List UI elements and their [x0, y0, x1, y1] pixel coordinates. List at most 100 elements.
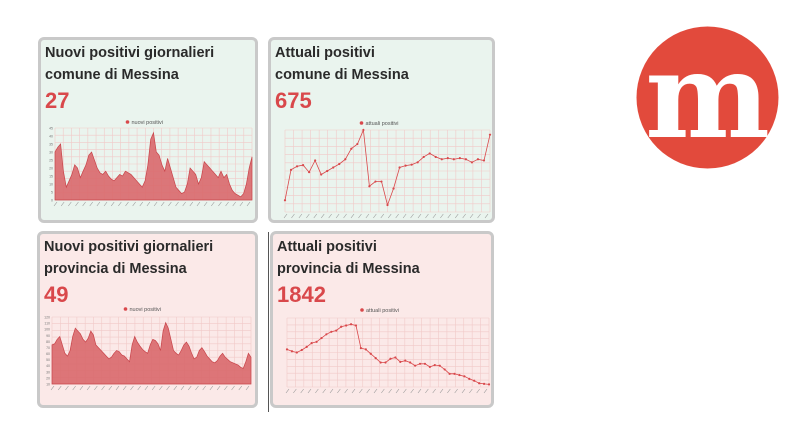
x-tick-mark	[403, 388, 407, 394]
data-point	[389, 357, 392, 360]
y-tick-label: 35	[49, 143, 53, 147]
x-tick-mark	[203, 201, 208, 207]
data-point	[285, 348, 289, 351]
x-tick-mark	[462, 213, 466, 219]
x-tick-mark	[366, 388, 370, 394]
data-point	[488, 133, 492, 136]
x-tick-mark	[57, 385, 62, 391]
data-point	[418, 362, 422, 365]
x-tick-mark	[447, 388, 451, 394]
series-area	[54, 131, 253, 201]
x-tick-mark	[160, 201, 165, 207]
data-point	[320, 173, 323, 176]
data-point	[320, 336, 323, 340]
x-tick-mark	[115, 385, 120, 391]
x-tick-mark	[137, 385, 141, 391]
card-provincia-nuovi: Nuovi positivi giornalieri provincia di M…	[37, 231, 258, 408]
x-tick-mark	[79, 385, 84, 391]
data-point	[332, 166, 335, 169]
card-title: Nuovi positivi giornalieri provincia di M…	[44, 239, 214, 277]
y-tick-label: 0	[51, 199, 53, 203]
y-tick-label: 40	[46, 364, 50, 368]
x-tick-mark	[484, 213, 489, 219]
y-tick-label: 20	[49, 167, 53, 171]
x-tick-mark	[196, 201, 201, 207]
x-tick-mark	[146, 201, 151, 207]
x-tick-mark	[182, 201, 186, 207]
x-tick-mark	[447, 213, 452, 219]
data-point	[452, 158, 455, 161]
x-tick-mark	[65, 385, 69, 391]
y-tick-label: 80	[46, 340, 50, 344]
x-tick-mark	[373, 213, 377, 219]
x-tick-mark	[82, 201, 86, 207]
x-tick-mark	[225, 201, 229, 207]
card-value: 27	[45, 88, 70, 113]
data-point	[314, 159, 317, 162]
data-point	[305, 345, 308, 348]
x-tick-mark	[410, 388, 414, 394]
x-tick-mark	[218, 201, 222, 207]
x-tick-mark	[238, 385, 243, 391]
data-point	[453, 372, 456, 375]
data-point	[464, 158, 467, 161]
y-tick-label: 10	[46, 383, 50, 387]
legend-label: attuali positivi	[366, 121, 399, 127]
x-tick-mark	[101, 385, 105, 391]
x-tick-mark	[239, 201, 244, 207]
card-provincia-attuali: Attuali positivi provincia di Messina 184…	[270, 231, 494, 408]
data-point	[440, 158, 443, 161]
x-tick-mark	[50, 385, 55, 391]
data-point	[364, 348, 367, 351]
x-tick-mark	[153, 201, 158, 207]
x-tick-mark	[232, 201, 236, 207]
data-point	[487, 383, 491, 386]
data-point	[344, 158, 347, 161]
x-tick-mark	[343, 213, 347, 219]
data-point	[386, 203, 389, 207]
y-tick-label: 15	[49, 175, 53, 179]
data-point	[335, 329, 338, 332]
data-point	[468, 377, 471, 380]
y-tick-label: 5	[51, 191, 53, 195]
x-tick-mark	[395, 388, 400, 394]
data-point	[359, 347, 363, 350]
x-tick-mark	[245, 385, 250, 391]
data-point	[345, 324, 348, 327]
x-tick-mark	[125, 201, 129, 207]
x-tick-mark	[432, 213, 437, 219]
data-point	[308, 171, 311, 174]
svg-text:m: m	[645, 26, 770, 165]
data-point	[476, 158, 480, 161]
data-point	[458, 157, 461, 160]
x-tick-mark	[461, 388, 466, 394]
m-logo-icon: m	[635, 25, 780, 170]
x-tick-mark	[122, 385, 127, 391]
x-tick-mark	[432, 388, 436, 394]
y-tick-label: 110	[44, 322, 50, 326]
x-tick-mark	[388, 388, 392, 394]
x-tick-mark	[168, 201, 172, 207]
data-point	[394, 356, 397, 359]
x-tick-mark	[313, 213, 318, 219]
x-tick-mark	[246, 201, 251, 207]
data-point	[354, 324, 358, 327]
x-tick-mark	[350, 213, 355, 219]
y-tick-label: 20	[46, 376, 50, 380]
x-tick-mark	[410, 213, 414, 219]
x-tick-mark	[477, 213, 481, 219]
x-tick-mark	[86, 385, 91, 391]
data-point	[283, 199, 287, 202]
y-tick-label: 90	[46, 334, 50, 338]
x-tick-mark	[439, 388, 444, 394]
data-point	[356, 142, 359, 146]
x-tick-mark	[337, 388, 341, 394]
x-tick-mark	[454, 213, 459, 219]
data-point	[290, 350, 294, 353]
series-area	[51, 321, 252, 385]
x-tick-mark	[380, 213, 385, 219]
data-point	[438, 364, 441, 367]
x-tick-mark	[103, 201, 108, 207]
x-tick-mark	[132, 201, 136, 207]
legend-marker	[360, 308, 364, 312]
